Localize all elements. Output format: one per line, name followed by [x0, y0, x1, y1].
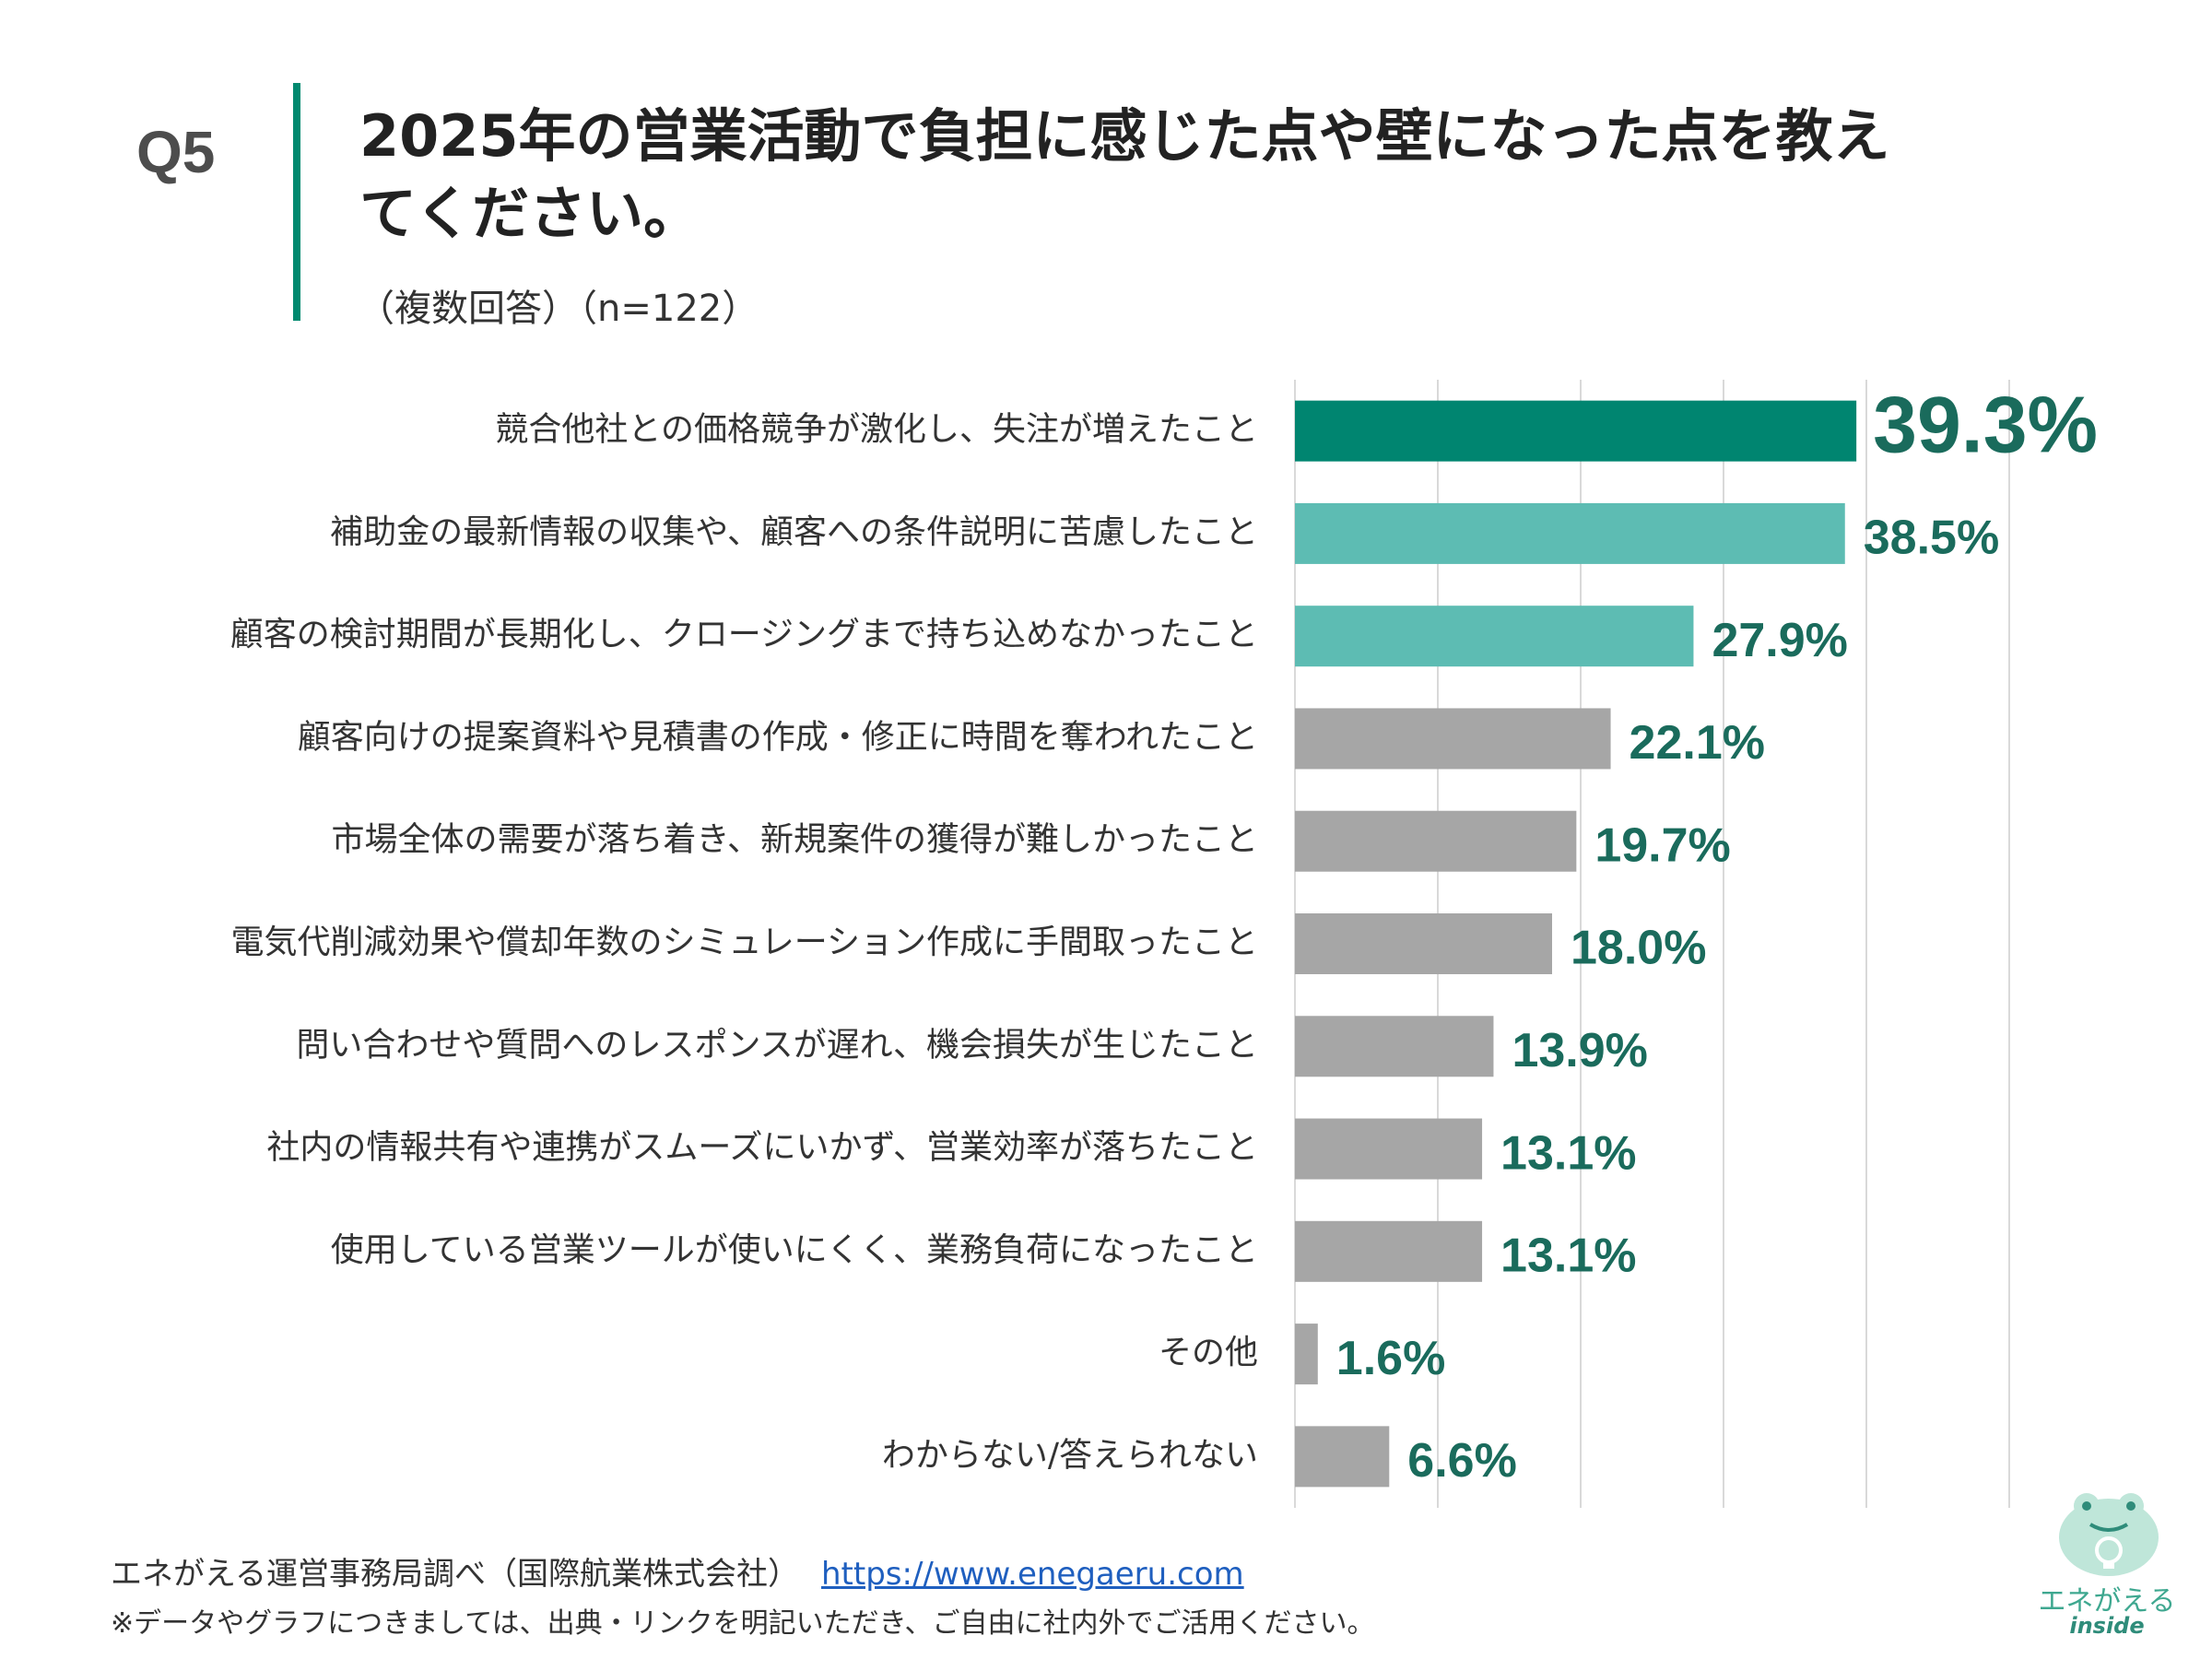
bar-7 [1295, 1016, 1494, 1077]
logo-name: エネがえる [2038, 1585, 2176, 1618]
bar-8 [1295, 1118, 1483, 1180]
bar-10 [1295, 1324, 1318, 1385]
category-label-4: 顧客向けの提案資料や見積書の作成・修正に時間を奪われたこと [298, 718, 1258, 756]
bar-chart: 競合他社との価格競争が激化し、失注が増えたこと 39.3% 補助金の最新情報の収集や… [230, 380, 2098, 1508]
category-label-7: 問い合わせや質問へのレスポンスが遅れ、機会損失が生じたこと [296, 1026, 1258, 1064]
category-label-8: 社内の情報共有や連携がスムーズにいかず、営業効率が落ちたこと [266, 1129, 1258, 1167]
logo-subtitle: inside [2069, 1613, 2145, 1639]
bar-2 [1295, 502, 1845, 564]
value-label-5: 19.7% [1594, 818, 1730, 872]
bar-4 [1295, 708, 1611, 770]
chart-subtitle: （複数回答）（n=122） [358, 288, 759, 330]
chart-title: 2025年の営業活動で負担に感じた点や壁になった点を教えてください。 [359, 102, 1890, 247]
category-label-9: 使用している営業ツールが使いにくく、業務負荷になったこと [331, 1231, 1258, 1269]
value-label-7: 13.9% [1512, 1024, 1647, 1077]
bar-1 [1295, 400, 1857, 462]
value-label-8: 13.1% [1500, 1126, 1636, 1180]
frog-bulb-icon [2059, 1493, 2159, 1576]
bar-11 [1295, 1426, 1390, 1488]
bar-6 [1295, 913, 1552, 974]
category-label-1: 競合他社との価格競争が激化し、失注が増えたこと [495, 411, 1258, 449]
bar-9 [1295, 1220, 1483, 1282]
source-text: エネがえる運営事務局調べ（国際航業株式会社） [111, 1556, 799, 1593]
value-label-9: 13.1% [1500, 1230, 1636, 1283]
category-label-11: わからない/答えられない [882, 1436, 1258, 1474]
category-label-2: 補助金の最新情報の収集や、顧客への条件説明に苦慮したこと [330, 513, 1258, 551]
value-label-3: 27.9% [1712, 614, 1847, 667]
question-number: Q5 [136, 119, 216, 185]
value-label-4: 22.1% [1630, 716, 1765, 770]
brand-logo: エネがえる inside [2015, 1471, 2199, 1646]
value-label-1: 39.3% [1873, 381, 2098, 469]
value-label-2: 38.5% [1864, 512, 1999, 565]
source-line: エネがえる運営事務局調べ（国際航業株式会社） https://www.enegae… [111, 1548, 1244, 1594]
value-label-11: 6.6% [1407, 1434, 1517, 1488]
bar-3 [1295, 606, 1694, 667]
source-link[interactable]: https://www.enegaeru.com [820, 1556, 1244, 1593]
value-label-10: 1.6% [1336, 1332, 1446, 1385]
category-label-10: その他 [1159, 1334, 1258, 1371]
category-label-5: 市場全体の需要が落ち着き、新規案件の獲得が難しかったこと [332, 821, 1258, 859]
bar-5 [1295, 810, 1577, 872]
title-accent-rule [293, 83, 300, 321]
category-label-3: 顧客の検討期間が長期化し、クロージングまで持ち込めなかったこと [230, 616, 1258, 653]
category-label-6: 電気代削減効果や償却年数のシミュレーション作成に手間取ったこと [230, 924, 1258, 961]
value-label-6: 18.0% [1571, 922, 1706, 975]
usage-note: ※データやグラフにつきましては、出典・リンクを明記いただき、ご自由に社内外でご活… [111, 1607, 1375, 1640]
